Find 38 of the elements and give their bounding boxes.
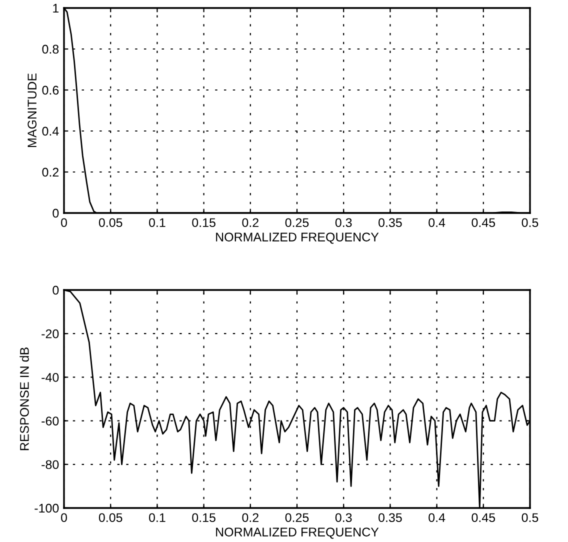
x-tick-label: 0.15: [192, 218, 216, 228]
x-tick-label: 0.4: [428, 218, 446, 228]
x-tick-label: 0.45: [472, 513, 496, 522]
x-tick-label: 0.35: [378, 218, 402, 228]
y-tick-label: 0.4: [42, 126, 59, 136]
x-tick-label: 0.2: [242, 513, 258, 522]
x-axis-title: NORMALIZED FREQUENCY: [216, 232, 379, 244]
y-tick-label: 0: [52, 208, 59, 218]
y-tick-label: 1: [53, 4, 59, 13]
x-tick-label: 0: [61, 513, 67, 522]
x-axis-title: NORMALIZED FREQUENCY: [216, 528, 379, 539]
x-tick-label: 0.45: [472, 218, 496, 228]
y-tick-label: -40: [42, 373, 59, 382]
x-tick-label: 0.15: [192, 513, 216, 522]
y-tick-label: 0.8: [42, 44, 59, 54]
y-tick-label: 0: [52, 286, 59, 295]
x-tick-label: 0.25: [285, 513, 309, 522]
x-tick-label: 0.25: [285, 218, 309, 228]
y-tick-label: -20: [42, 329, 59, 338]
x-tick-label: 0.3: [335, 218, 352, 228]
y-axis-title: MAGNITUDE: [28, 74, 37, 147]
x-tick-label: 0.1: [149, 218, 166, 228]
x-tick-label: 0.1: [149, 513, 166, 522]
x-tick-label: 0.5: [522, 218, 538, 228]
x-tick-label: 0.35: [378, 513, 402, 522]
x-tick-label: 0: [61, 218, 67, 228]
x-tick-label: 0.5: [522, 513, 538, 522]
x-tick-label: 0.3: [335, 513, 352, 522]
y-tick-label: -80: [42, 460, 59, 470]
y-tick-label: 0.6: [42, 86, 59, 95]
x-tick-label: 0.05: [98, 513, 122, 522]
x-tick-label: 0.4: [428, 513, 446, 522]
y-tick-label: 0.2: [42, 168, 59, 177]
y-tick-label: -100: [34, 504, 59, 513]
y-tick-label: -60: [42, 416, 59, 426]
y-axis-title: RESPONSE IN dB: [20, 348, 29, 450]
x-tick-label: 0.05: [98, 218, 122, 228]
x-tick-label: 0.2: [242, 218, 258, 228]
